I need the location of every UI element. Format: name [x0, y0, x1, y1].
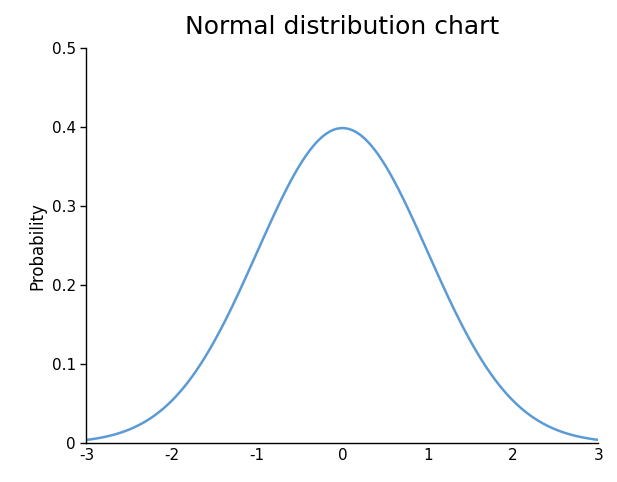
Title: Normal distribution chart: Normal distribution chart	[185, 15, 500, 40]
Y-axis label: Probability: Probability	[28, 202, 46, 290]
